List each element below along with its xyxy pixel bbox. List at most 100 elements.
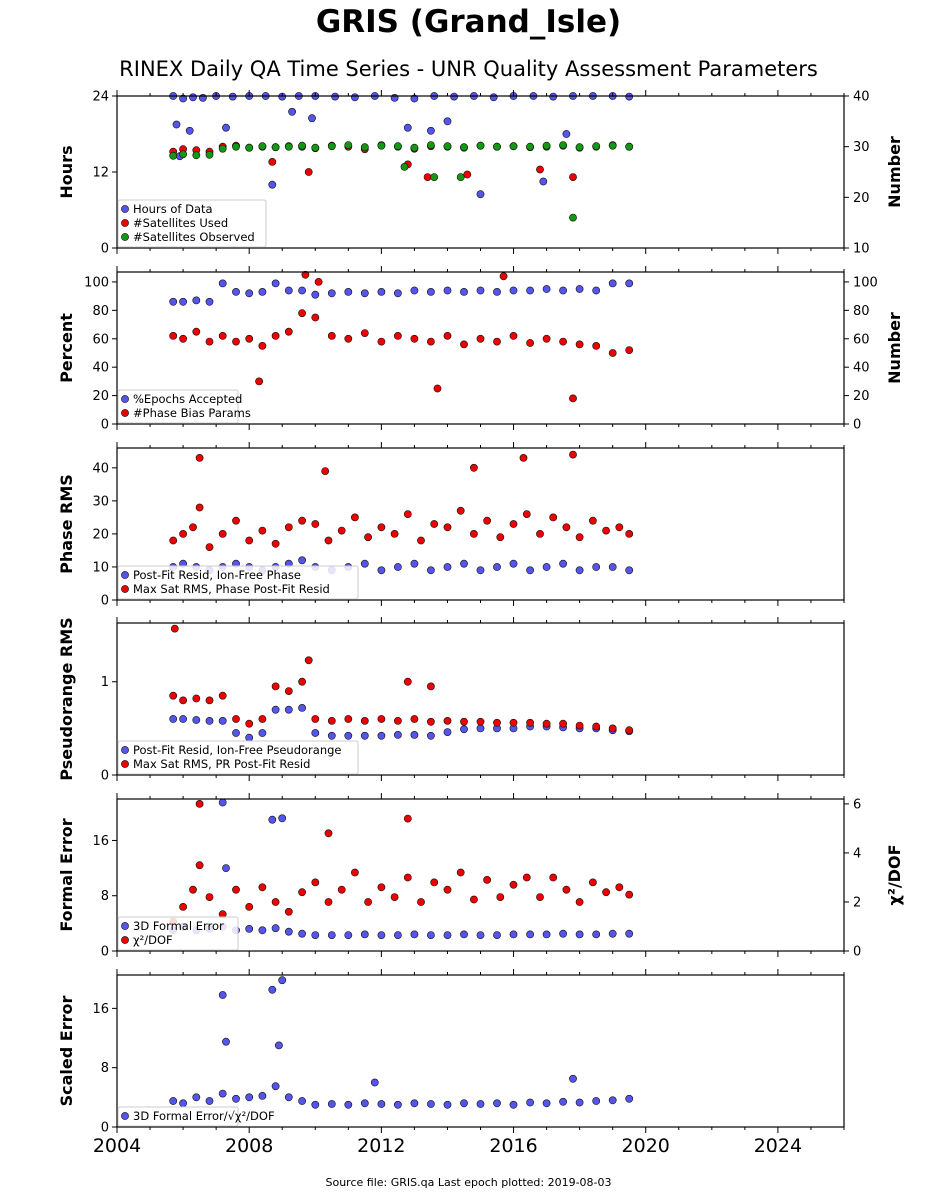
y-axis-label-left: Pseudorange RMS (57, 617, 76, 780)
point-6-1-7 (245, 1093, 254, 1102)
point-6-1-21 (460, 1099, 468, 1108)
point-2-1-28 (575, 285, 584, 293)
point-3-2-36 (615, 523, 624, 532)
legend-label: χ²/DOF (133, 933, 173, 947)
y-tick-label-left: 0 (101, 1121, 109, 1136)
point-5-2-14 (324, 898, 333, 906)
point-6-1-16 (377, 1100, 386, 1108)
point-4-2-12 (311, 715, 320, 723)
y-tick-label-right: 20 (853, 389, 870, 404)
point-2-1-24 (509, 286, 518, 295)
point-5-2-24 (456, 868, 465, 877)
point-3-2-23 (443, 523, 452, 532)
point-1-2-36 (463, 170, 472, 179)
point-2-2-12 (311, 313, 320, 322)
point-4-2-29 (592, 722, 601, 731)
point-5-1-7 (245, 925, 254, 933)
y-tick-label-right: 60 (853, 332, 870, 347)
point-5-2-10 (271, 898, 280, 906)
point-6-1-22 (476, 1100, 485, 1108)
point-5-1-30 (608, 929, 617, 938)
point-4-2-8 (258, 715, 267, 723)
point-1-3-2 (179, 150, 187, 159)
point-2-2-11 (298, 309, 306, 318)
legend-label: #Phase Bias Params (133, 406, 251, 420)
point-3-2-18 (377, 523, 386, 532)
x-tick-label: 2016 (489, 1135, 537, 1157)
point-2-2-18 (410, 334, 419, 343)
point-5-1-13 (327, 931, 336, 939)
point-1-3-24 (509, 142, 518, 151)
point-5-2-26 (483, 876, 491, 884)
point-1-3-3 (192, 151, 201, 160)
point-2-2-5 (218, 331, 227, 340)
legend-marker (121, 760, 129, 768)
point-1-3-16 (377, 141, 386, 150)
point-5-1-14 (344, 931, 353, 939)
point-6-1-37 (370, 1078, 379, 1087)
point-2-1-15 (360, 289, 369, 298)
y-tick-label-left: 16 (92, 834, 109, 849)
point-2-2-27 (559, 337, 567, 346)
point-2-1-4 (205, 297, 214, 306)
point-4-1-14 (344, 731, 353, 740)
y-tick-label-right: 30 (853, 140, 870, 155)
point-1-3-35 (569, 213, 577, 222)
point-2-2-6 (232, 337, 240, 346)
point-4-1-1 (169, 715, 178, 723)
point-3-2-17 (364, 533, 372, 542)
legend-label: Max Sat RMS, Phase Post-Fit Resid (133, 582, 330, 596)
point-4-2-31 (625, 726, 634, 735)
point-2-1-9 (271, 279, 280, 288)
y-tick-label-left: 8 (101, 1061, 109, 1076)
legend-marker (121, 746, 129, 754)
point-5-2-28 (509, 880, 518, 889)
point-4-1-19 (426, 731, 435, 740)
point-4-1-15 (360, 731, 369, 740)
x-tick-label: 2008 (225, 1135, 273, 1157)
point-3-2-26 (483, 516, 491, 525)
point-1-3-21 (460, 143, 468, 152)
legend-box (117, 1106, 239, 1127)
point-1-1-35 (443, 117, 452, 126)
point-1-3-11 (298, 141, 306, 150)
point-2-1-27 (559, 286, 567, 295)
point-3-1-16 (377, 566, 386, 575)
point-2-2-17 (393, 331, 402, 340)
point-2-2-25 (526, 339, 534, 347)
point-1-3-13 (327, 142, 336, 151)
point-6-1-15 (360, 1099, 369, 1108)
point-4-2-28 (575, 721, 584, 730)
point-4-1-16 (377, 731, 386, 740)
point-6-1-3 (192, 1093, 201, 1102)
point-2-2-19 (426, 337, 435, 346)
legend-label: Post-Fit Resid, Ion-Free Phase (133, 568, 301, 582)
y-tick-label-left: 100 (84, 275, 109, 290)
point-4-1-22 (476, 724, 485, 733)
point-3-2-2 (179, 530, 187, 538)
point-3-2-12 (298, 516, 306, 525)
point-4-2-7 (245, 719, 254, 728)
point-1-1-31 (288, 107, 296, 116)
point-4-2-35 (403, 677, 412, 686)
point-4-1-7 (245, 733, 254, 742)
point-4-2-22 (476, 717, 485, 726)
point-1-3-22 (476, 141, 485, 150)
point-2-1-16 (377, 287, 386, 296)
y-tick-label-left: 40 (92, 461, 109, 476)
point-4-1-13 (327, 731, 336, 740)
point-5-1-18 (410, 930, 419, 939)
y-tick-label-left: 0 (101, 242, 109, 257)
point-5-2-27 (496, 893, 505, 901)
y-axis-label-right: χ²/DOF (885, 845, 904, 906)
point-1-3-17 (393, 142, 402, 151)
point-1-1-4 (198, 94, 207, 102)
point-2-1-6 (232, 287, 240, 296)
point-1-1-29 (185, 126, 194, 135)
point-1-3-27 (559, 141, 567, 149)
legend-marker (121, 922, 129, 930)
point-5-2-12 (298, 888, 306, 897)
point-3-1-11 (298, 556, 306, 565)
point-5-2-35 (602, 888, 610, 897)
point-2-1-10 (284, 286, 293, 295)
